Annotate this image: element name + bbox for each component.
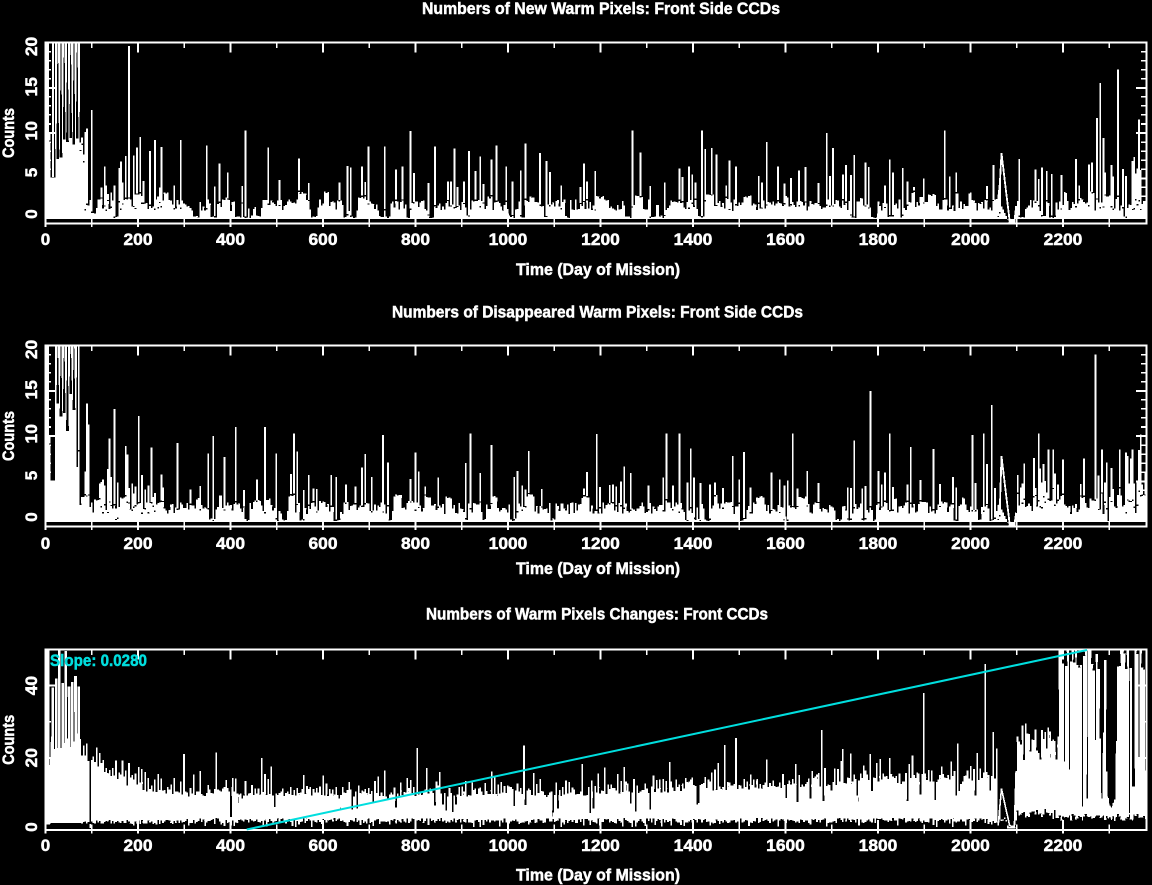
svg-text:20: 20 xyxy=(22,748,41,767)
svg-text:400: 400 xyxy=(216,230,245,249)
svg-text:Numbers of Warm Pixels Changes: Numbers of Warm Pixels Changes: Front CC… xyxy=(426,605,768,624)
svg-text:Time (Day of Mission): Time (Day of Mission) xyxy=(516,559,680,578)
svg-text:1400: 1400 xyxy=(674,534,713,553)
svg-text:2200: 2200 xyxy=(1044,230,1083,249)
svg-text:0: 0 xyxy=(41,534,50,553)
svg-text:0: 0 xyxy=(41,836,50,855)
svg-text:1000: 1000 xyxy=(489,534,528,553)
svg-text:Counts: Counts xyxy=(0,715,18,765)
svg-text:Time (Day of Mission): Time (Day of Mission) xyxy=(516,866,680,885)
svg-text:1200: 1200 xyxy=(581,230,620,249)
svg-text:Time (Day of Mission): Time (Day of Mission) xyxy=(516,260,680,279)
svg-text:0: 0 xyxy=(22,209,41,218)
svg-text:0: 0 xyxy=(41,230,50,249)
svg-text:800: 800 xyxy=(401,534,430,553)
svg-text:2000: 2000 xyxy=(951,230,990,249)
svg-text:Numbers of New Warm Pixels: Fr: Numbers of New Warm Pixels: Front Side C… xyxy=(422,0,780,18)
svg-text:10: 10 xyxy=(22,424,41,443)
svg-text:1800: 1800 xyxy=(859,230,898,249)
svg-text:20: 20 xyxy=(22,340,41,359)
svg-text:20: 20 xyxy=(22,37,41,56)
svg-text:Slope: 0.0280: Slope: 0.0280 xyxy=(50,651,147,670)
svg-text:1000: 1000 xyxy=(489,230,528,249)
svg-text:600: 600 xyxy=(309,534,338,553)
svg-text:5: 5 xyxy=(22,168,41,177)
svg-text:1800: 1800 xyxy=(859,534,898,553)
svg-text:1600: 1600 xyxy=(766,534,805,553)
svg-text:1000: 1000 xyxy=(489,836,528,855)
svg-text:10: 10 xyxy=(22,121,41,140)
svg-text:800: 800 xyxy=(401,836,430,855)
svg-text:15: 15 xyxy=(22,380,41,399)
svg-text:1400: 1400 xyxy=(674,230,713,249)
svg-text:1600: 1600 xyxy=(766,836,805,855)
svg-text:Counts: Counts xyxy=(0,411,18,461)
svg-text:Counts: Counts xyxy=(0,108,18,158)
svg-text:0: 0 xyxy=(22,822,41,831)
svg-text:2200: 2200 xyxy=(1044,836,1083,855)
svg-text:600: 600 xyxy=(309,836,338,855)
svg-text:40: 40 xyxy=(22,676,41,695)
svg-text:2000: 2000 xyxy=(951,534,990,553)
svg-text:800: 800 xyxy=(401,230,430,249)
svg-text:2000: 2000 xyxy=(951,836,990,855)
svg-text:1400: 1400 xyxy=(674,836,713,855)
svg-text:600: 600 xyxy=(309,230,338,249)
svg-text:400: 400 xyxy=(216,836,245,855)
svg-text:1200: 1200 xyxy=(581,836,620,855)
svg-text:1800: 1800 xyxy=(859,836,898,855)
svg-text:15: 15 xyxy=(22,77,41,96)
svg-text:1600: 1600 xyxy=(766,230,805,249)
svg-text:5: 5 xyxy=(22,471,41,480)
svg-text:0: 0 xyxy=(22,512,41,521)
svg-text:400: 400 xyxy=(216,534,245,553)
svg-text:Numbers of Disappeared Warm Pi: Numbers of Disappeared Warm Pixels: Fron… xyxy=(392,302,803,321)
svg-text:200: 200 xyxy=(124,230,153,249)
svg-text:200: 200 xyxy=(124,836,153,855)
svg-text:1200: 1200 xyxy=(581,534,620,553)
svg-text:2200: 2200 xyxy=(1044,534,1083,553)
svg-text:200: 200 xyxy=(124,534,153,553)
